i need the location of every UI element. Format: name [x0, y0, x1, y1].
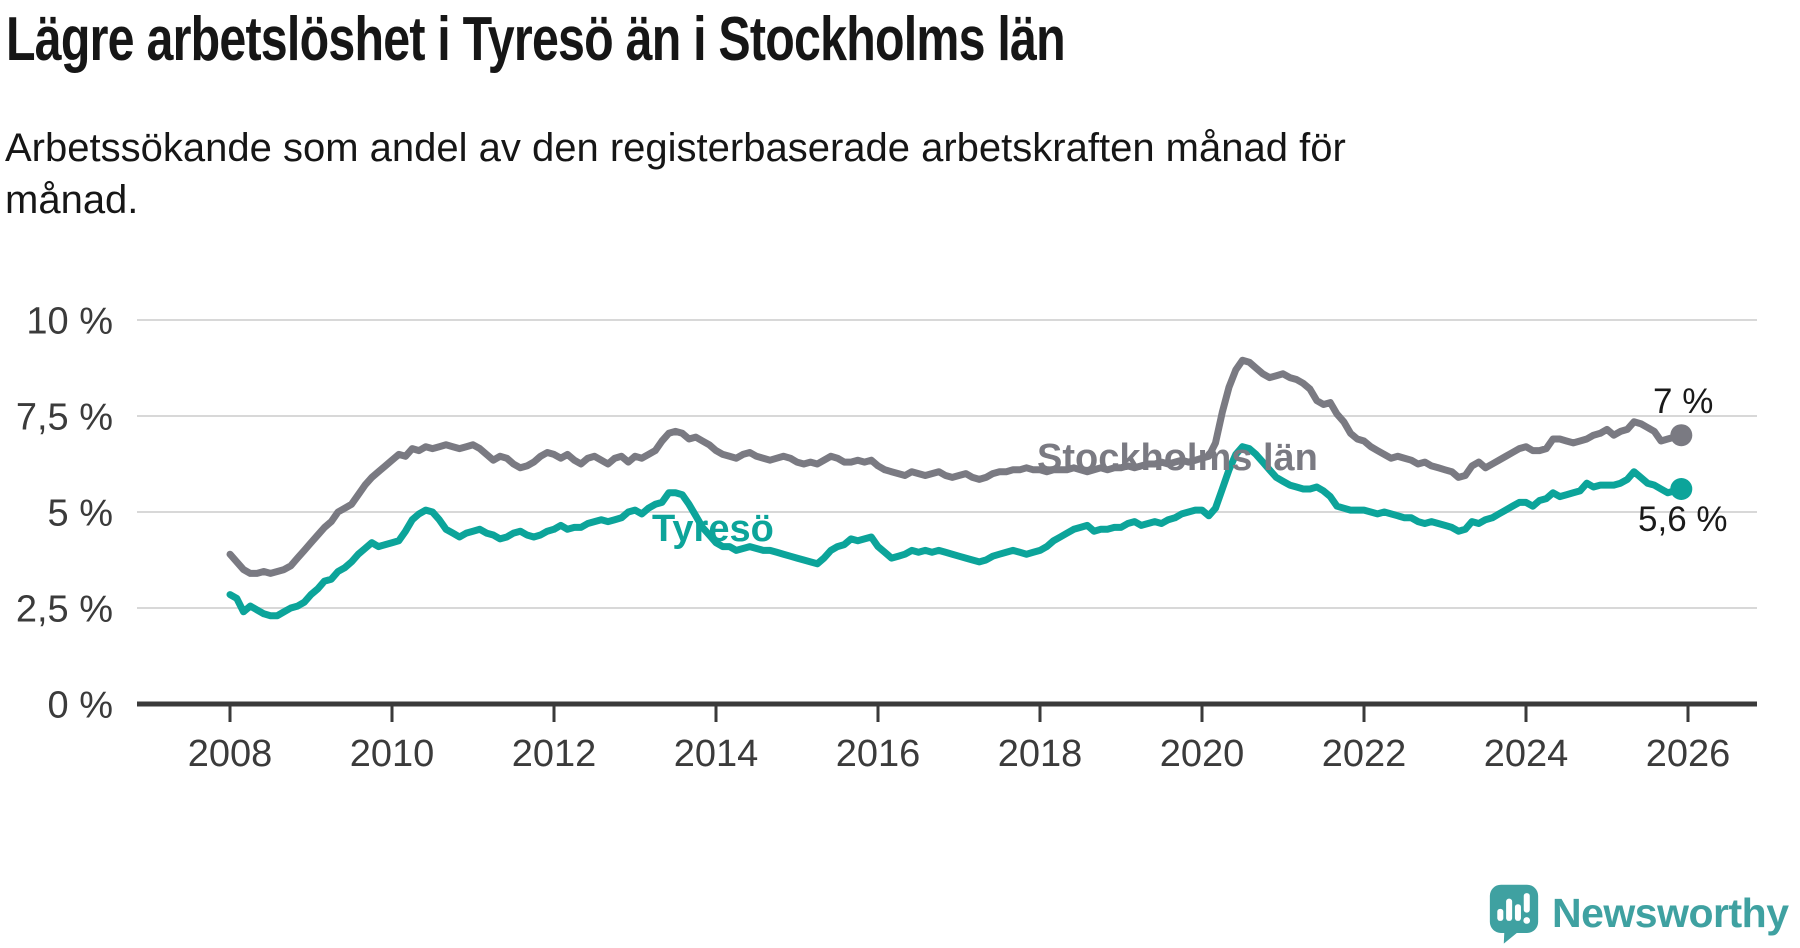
x-tick-label: 2026 — [1646, 733, 1731, 775]
newsworthy-logo: Newsworthy — [1488, 882, 1789, 945]
gridlines — [137, 319, 1757, 609]
x-tick-label: 2014 — [674, 733, 759, 775]
x-tick-label: 2008 — [188, 733, 273, 775]
y-tick-label: 0 % — [48, 685, 113, 727]
chart-subtitle: Arbetssökande som andel av den registerb… — [5, 122, 1346, 226]
chart-subtitle-line-2: månad. — [5, 178, 139, 222]
x-tick-label: 2024 — [1484, 733, 1569, 775]
series-end-dot-tyreso — [1670, 478, 1693, 500]
x-axis-tick-labels: 2008 2010 2012 2014 2016 2018 2020 2022 2024 2026 — [188, 733, 1731, 775]
newsworthy-logo-icon — [1489, 884, 1539, 944]
y-tick-label: 2,5 % — [16, 589, 113, 631]
x-tick-label: 2016 — [836, 733, 921, 775]
end-value-label-tyreso: 5,6 % — [1638, 500, 1728, 539]
x-tick-label: 2018 — [998, 733, 1083, 775]
chart-title: Lägre arbetslöshet i Tyresö än i Stockho… — [6, 5, 1066, 74]
x-tick-label: 2020 — [1160, 733, 1245, 775]
series-line-tyreso — [226, 443, 1685, 620]
series-line-stockholms-lan — [226, 356, 1685, 577]
chart-subtitle-line-1: Arbetssökande som andel av den registerb… — [5, 126, 1346, 170]
y-axis-tick-labels: 0 % 2,5 % 5 % 7,5 % 10 % — [16, 301, 113, 727]
series-label-tyreso: Tyresö — [652, 508, 774, 550]
y-tick-label: 7,5 % — [16, 397, 113, 439]
x-tick-marks — [228, 706, 1690, 722]
x-tick-label: 2022 — [1322, 733, 1407, 775]
logo-bar-chart-glyph — [1497, 893, 1531, 924]
y-tick-label: 10 % — [26, 301, 113, 343]
x-tick-label: 2012 — [512, 733, 597, 775]
x-tick-label: 2010 — [350, 733, 435, 775]
series-label-stockholms-lan: Stockholms län — [1037, 437, 1318, 479]
end-value-label-stockholms-lan: 7 % — [1653, 382, 1713, 421]
series-end-dot-stockholms-lan — [1670, 424, 1693, 447]
y-tick-label: 5 % — [48, 493, 113, 535]
newsworthy-logo-text: Newsworthy — [1552, 890, 1789, 936]
